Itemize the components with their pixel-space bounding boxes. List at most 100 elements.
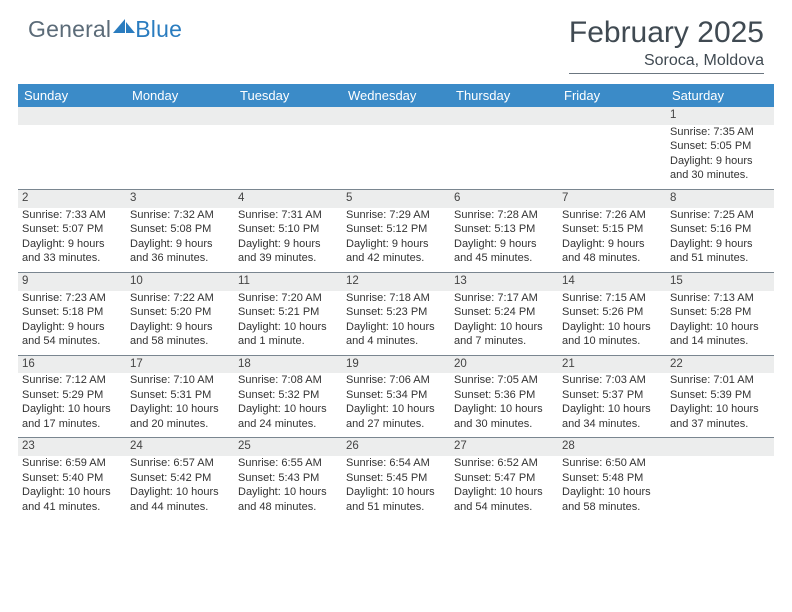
daylight-text: Daylight: 9 hours and 33 minutes. — [22, 237, 122, 266]
sunrise-text: Sunrise: 6:55 AM — [238, 456, 338, 471]
weekday-header: Friday — [558, 84, 666, 107]
sunrise-text: Sunrise: 6:54 AM — [346, 456, 446, 471]
brand-logo: General Blue — [28, 16, 182, 43]
brand-part1: General — [28, 16, 111, 43]
daylight-text: Daylight: 10 hours and 7 minutes. — [454, 320, 554, 349]
daylight-text: Daylight: 10 hours and 20 minutes. — [130, 402, 230, 431]
day-detail-cell: Sunrise: 7:12 AMSunset: 5:29 PMDaylight:… — [18, 373, 126, 438]
day-number-row: 232425262728 — [18, 438, 774, 456]
day-detail-cell: Sunrise: 6:54 AMSunset: 5:45 PMDaylight:… — [342, 456, 450, 520]
sunrise-text: Sunrise: 7:12 AM — [22, 373, 122, 388]
sunrise-text: Sunrise: 7:18 AM — [346, 291, 446, 306]
sunset-text: Sunset: 5:21 PM — [238, 305, 338, 320]
sunset-text: Sunset: 5:16 PM — [670, 222, 770, 237]
day-detail-cell: Sunrise: 7:05 AMSunset: 5:36 PMDaylight:… — [450, 373, 558, 438]
sunset-text: Sunset: 5:31 PM — [130, 388, 230, 403]
day-number-cell: 4 — [234, 189, 342, 207]
daylight-text: Daylight: 10 hours and 41 minutes. — [22, 485, 122, 514]
day-detail-cell: Sunrise: 7:33 AMSunset: 5:07 PMDaylight:… — [18, 208, 126, 273]
sunset-text: Sunset: 5:07 PM — [22, 222, 122, 237]
day-detail-cell: Sunrise: 7:20 AMSunset: 5:21 PMDaylight:… — [234, 291, 342, 356]
day-detail-cell — [450, 125, 558, 190]
sunrise-text: Sunrise: 6:59 AM — [22, 456, 122, 471]
day-number-cell: 23 — [18, 438, 126, 456]
sunset-text: Sunset: 5:29 PM — [22, 388, 122, 403]
day-number-cell: 27 — [450, 438, 558, 456]
day-number-cell: 18 — [234, 355, 342, 373]
brand-part2: Blue — [135, 16, 182, 43]
sunset-text: Sunset: 5:48 PM — [562, 471, 662, 486]
sunset-text: Sunset: 5:23 PM — [346, 305, 446, 320]
day-detail-cell: Sunrise: 6:52 AMSunset: 5:47 PMDaylight:… — [450, 456, 558, 520]
weekday-header: Tuesday — [234, 84, 342, 107]
day-detail-cell: Sunrise: 7:17 AMSunset: 5:24 PMDaylight:… — [450, 291, 558, 356]
sunset-text: Sunset: 5:15 PM — [562, 222, 662, 237]
day-detail-row: Sunrise: 7:35 AMSunset: 5:05 PMDaylight:… — [18, 125, 774, 190]
day-detail-cell: Sunrise: 7:03 AMSunset: 5:37 PMDaylight:… — [558, 373, 666, 438]
daylight-text: Daylight: 9 hours and 39 minutes. — [238, 237, 338, 266]
title-location: Soroca, Moldova — [569, 52, 764, 74]
sunset-text: Sunset: 5:10 PM — [238, 222, 338, 237]
sunrise-text: Sunrise: 7:01 AM — [670, 373, 770, 388]
day-number-cell — [18, 107, 126, 125]
sunrise-text: Sunrise: 7:25 AM — [670, 208, 770, 223]
sunset-text: Sunset: 5:42 PM — [130, 471, 230, 486]
header: General Blue February 2025 Soroca, Moldo… — [0, 0, 792, 80]
sunrise-text: Sunrise: 7:33 AM — [22, 208, 122, 223]
sunrise-text: Sunrise: 7:23 AM — [22, 291, 122, 306]
day-detail-cell: Sunrise: 6:57 AMSunset: 5:42 PMDaylight:… — [126, 456, 234, 520]
sunrise-text: Sunrise: 7:06 AM — [346, 373, 446, 388]
day-detail-cell — [558, 125, 666, 190]
sunrise-text: Sunrise: 7:29 AM — [346, 208, 446, 223]
daylight-text: Daylight: 10 hours and 10 minutes. — [562, 320, 662, 349]
day-number-cell: 28 — [558, 438, 666, 456]
sunrise-text: Sunrise: 7:32 AM — [130, 208, 230, 223]
title-month: February 2025 — [569, 16, 764, 50]
day-number-cell — [450, 107, 558, 125]
day-number-cell: 19 — [342, 355, 450, 373]
weekday-header-row: Sunday Monday Tuesday Wednesday Thursday… — [18, 84, 774, 107]
sunrise-text: Sunrise: 6:52 AM — [454, 456, 554, 471]
day-detail-cell: Sunrise: 7:01 AMSunset: 5:39 PMDaylight:… — [666, 373, 774, 438]
sunset-text: Sunset: 5:37 PM — [562, 388, 662, 403]
day-number-cell: 13 — [450, 272, 558, 290]
sunset-text: Sunset: 5:40 PM — [22, 471, 122, 486]
weekday-header: Thursday — [450, 84, 558, 107]
day-detail-cell: Sunrise: 7:08 AMSunset: 5:32 PMDaylight:… — [234, 373, 342, 438]
day-number-cell: 16 — [18, 355, 126, 373]
sunrise-text: Sunrise: 7:35 AM — [670, 125, 770, 140]
daylight-text: Daylight: 10 hours and 48 minutes. — [238, 485, 338, 514]
sunset-text: Sunset: 5:28 PM — [670, 305, 770, 320]
daylight-text: Daylight: 9 hours and 48 minutes. — [562, 237, 662, 266]
day-detail-row: Sunrise: 6:59 AMSunset: 5:40 PMDaylight:… — [18, 456, 774, 520]
day-detail-cell: Sunrise: 6:55 AMSunset: 5:43 PMDaylight:… — [234, 456, 342, 520]
day-detail-cell: Sunrise: 7:10 AMSunset: 5:31 PMDaylight:… — [126, 373, 234, 438]
day-detail-cell — [126, 125, 234, 190]
day-number-cell: 25 — [234, 438, 342, 456]
day-detail-cell — [18, 125, 126, 190]
day-number-cell: 2 — [18, 189, 126, 207]
daylight-text: Daylight: 9 hours and 42 minutes. — [346, 237, 446, 266]
sunrise-text: Sunrise: 7:31 AM — [238, 208, 338, 223]
sunset-text: Sunset: 5:39 PM — [670, 388, 770, 403]
day-detail-cell: Sunrise: 7:18 AMSunset: 5:23 PMDaylight:… — [342, 291, 450, 356]
daylight-text: Daylight: 10 hours and 27 minutes. — [346, 402, 446, 431]
sunset-text: Sunset: 5:43 PM — [238, 471, 338, 486]
daylight-text: Daylight: 10 hours and 37 minutes. — [670, 402, 770, 431]
day-number-cell: 9 — [18, 272, 126, 290]
day-detail-cell: Sunrise: 7:35 AMSunset: 5:05 PMDaylight:… — [666, 125, 774, 190]
day-number-row: 2345678 — [18, 189, 774, 207]
daylight-text: Daylight: 10 hours and 54 minutes. — [454, 485, 554, 514]
day-detail-cell: Sunrise: 7:28 AMSunset: 5:13 PMDaylight:… — [450, 208, 558, 273]
sunrise-text: Sunrise: 7:03 AM — [562, 373, 662, 388]
day-detail-cell: Sunrise: 7:22 AMSunset: 5:20 PMDaylight:… — [126, 291, 234, 356]
sunrise-text: Sunrise: 6:57 AM — [130, 456, 230, 471]
day-detail-cell — [234, 125, 342, 190]
day-detail-row: Sunrise: 7:12 AMSunset: 5:29 PM Daylight:… — [18, 373, 774, 438]
day-number-cell: 6 — [450, 189, 558, 207]
day-number-cell: 5 — [342, 189, 450, 207]
calendar-table: Sunday Monday Tuesday Wednesday Thursday… — [18, 84, 774, 520]
sunrise-text: Sunrise: 7:26 AM — [562, 208, 662, 223]
day-number-cell — [666, 438, 774, 456]
daylight-text: Daylight: 10 hours and 44 minutes. — [130, 485, 230, 514]
